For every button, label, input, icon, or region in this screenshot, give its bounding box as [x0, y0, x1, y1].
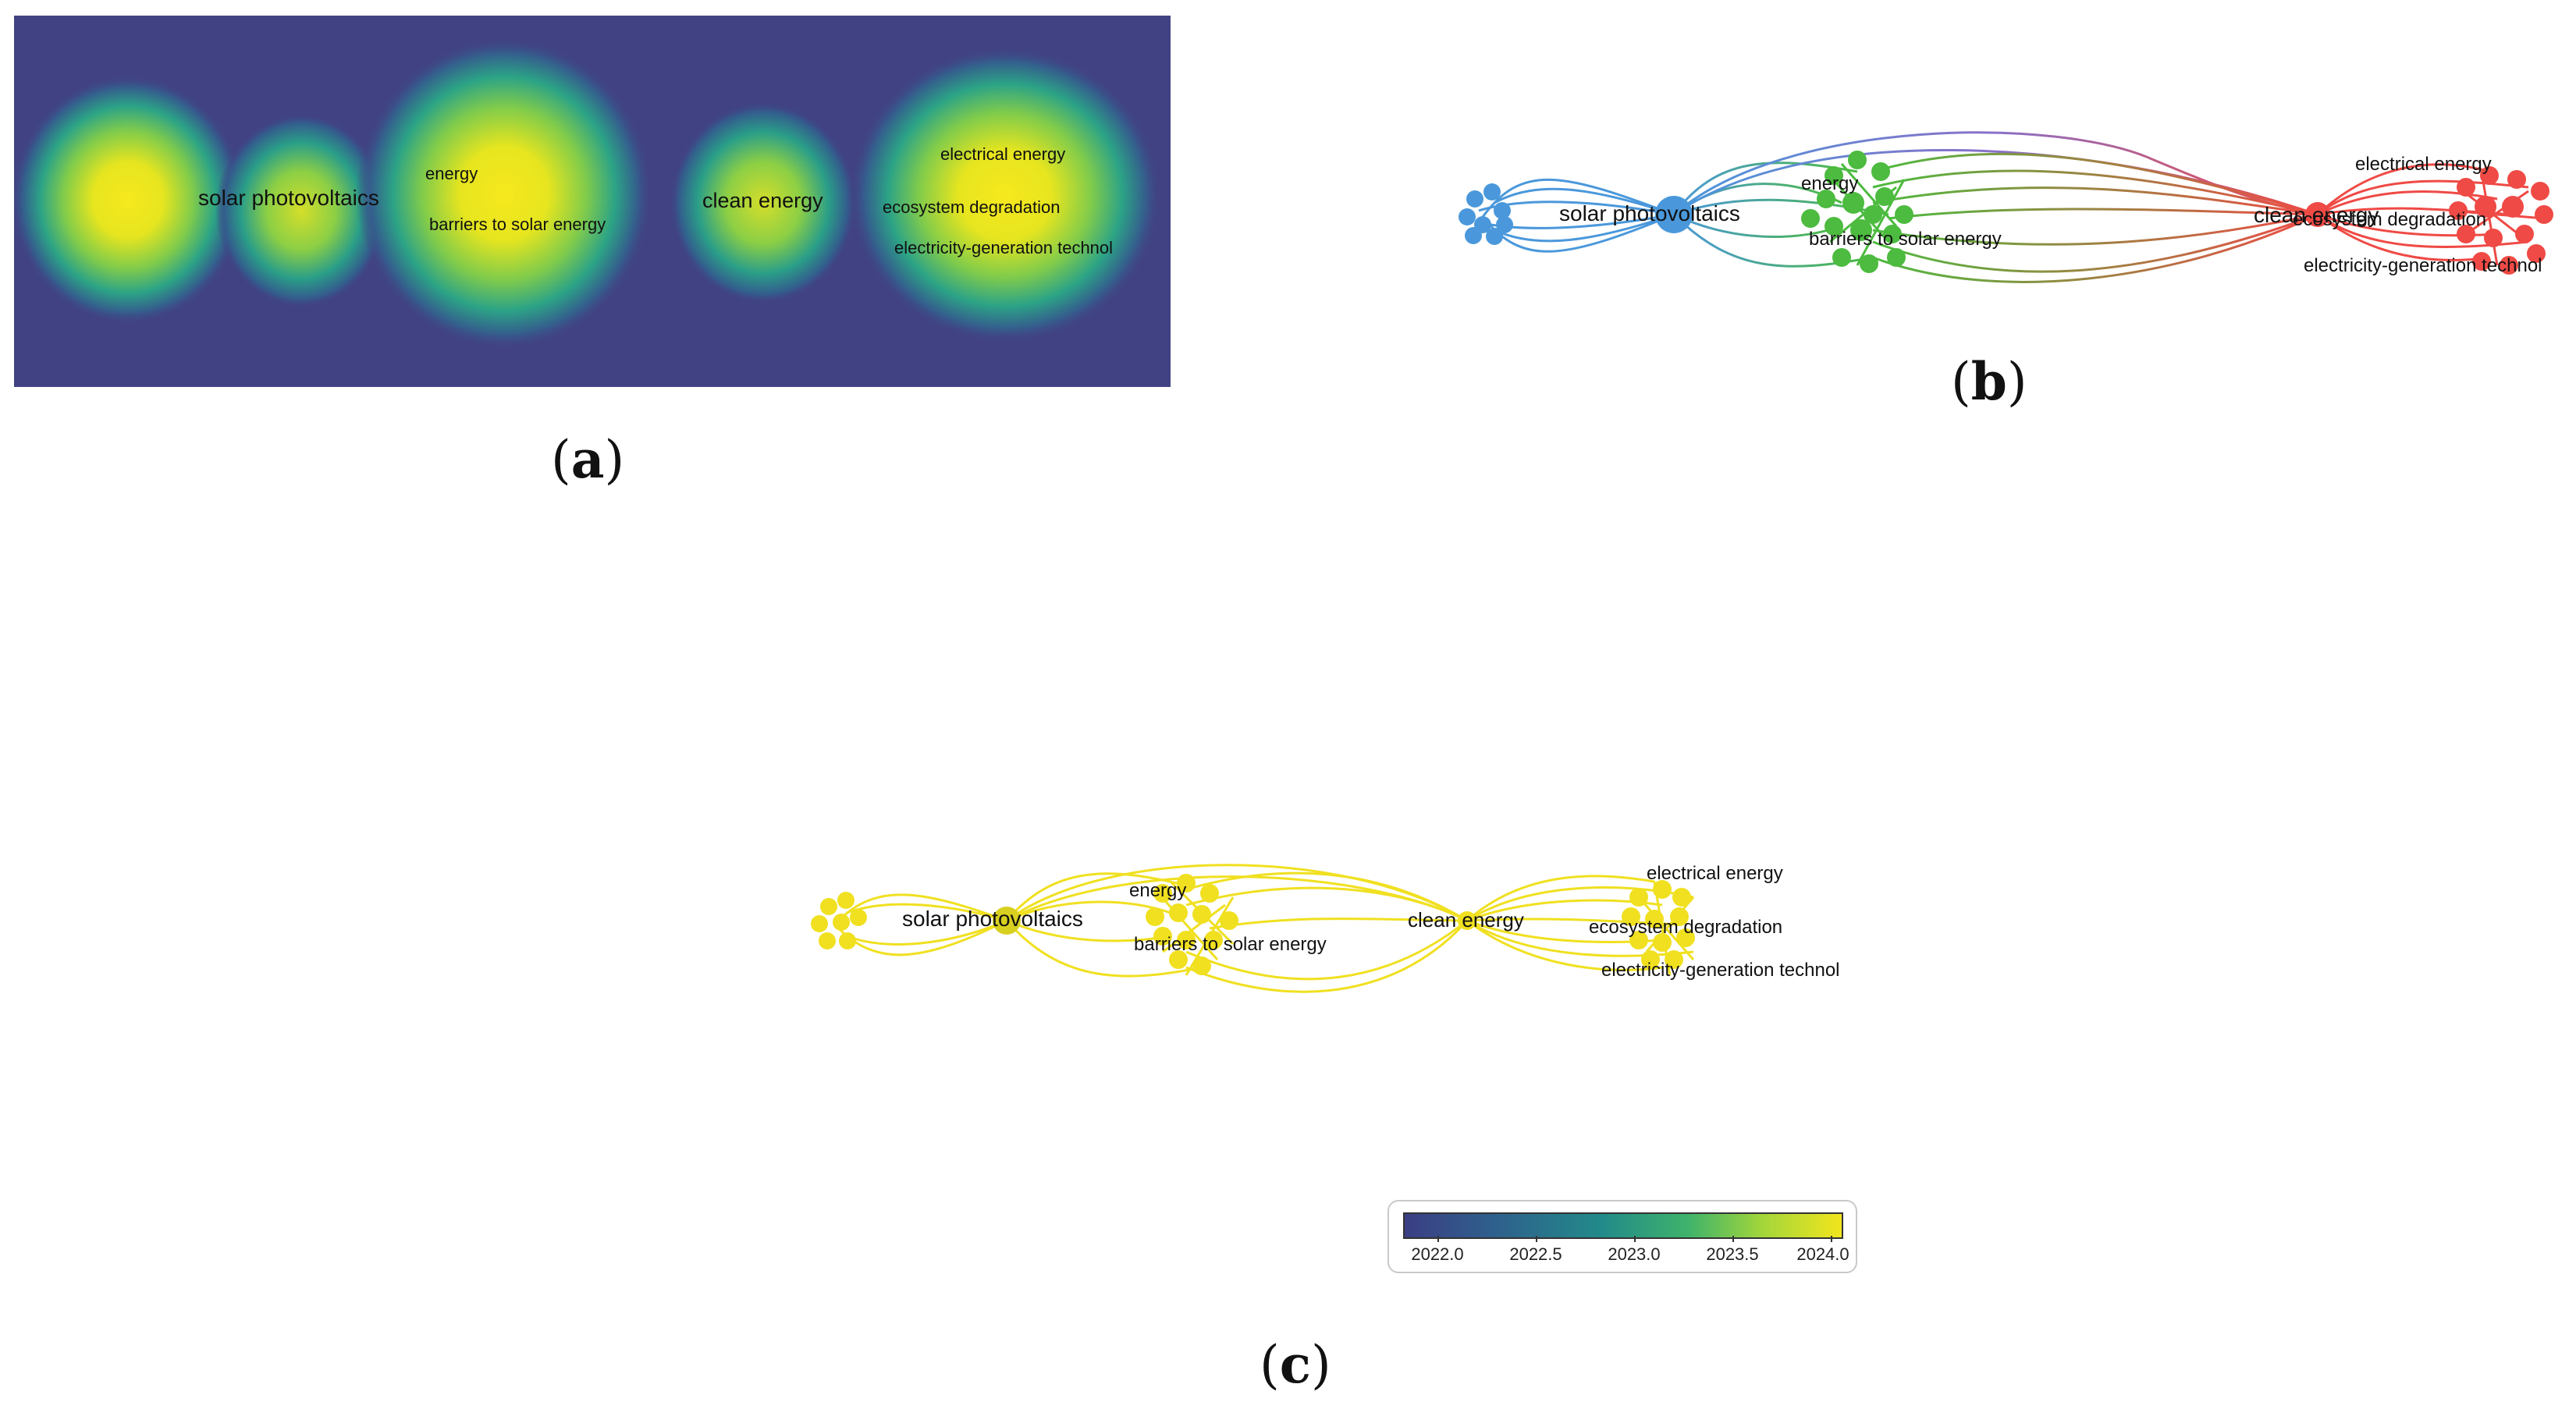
legend-tick — [1634, 1236, 1636, 1242]
legend-tick — [1732, 1236, 1734, 1242]
legend-tick — [1536, 1236, 1537, 1242]
label-barriers-to-solar-energy: barriers to solar energy — [429, 215, 606, 235]
label-solar-photovoltaics: solar photovoltaics — [1559, 201, 1740, 226]
panel-b-network: solar photovoltaics energy barriers to s… — [1436, 125, 2575, 296]
color-scale-legend: 2022.0 2022.5 2023.0 2023.5 2024.0 — [1387, 1200, 1857, 1273]
panel-a-density-map: solar photovoltaics energy barriers to s… — [14, 16, 1171, 387]
label-ecosystem-degradation: ecosystem degradation — [2293, 209, 2486, 231]
legend-tick-label: 2023.0 — [1608, 1244, 1660, 1265]
legend-tick-label: 2022.0 — [1411, 1244, 1463, 1265]
label-ecosystem-degradation: ecosystem degradation — [883, 197, 1060, 218]
panel-c-overlay-network: solar photovoltaics energy barriers to s… — [796, 850, 1888, 1014]
label-electrical-energy: electrical energy — [1647, 863, 1783, 885]
label-ecosystem-degradation: ecosystem degradation — [1589, 917, 1782, 939]
density-blob — [849, 47, 1161, 343]
density-blob — [356, 37, 652, 350]
label-solar-photovoltaics: solar photovoltaics — [198, 186, 379, 211]
label-barriers-to-solar-energy: barriers to solar energy — [1809, 229, 2002, 250]
legend-tick-label: 2022.5 — [1509, 1244, 1562, 1265]
caption-a: (a) — [551, 429, 624, 490]
caption-c: (c) — [1260, 1334, 1331, 1395]
color-scale-bar — [1403, 1212, 1843, 1239]
label-electricity-generation-technol: electricity-generation technol — [894, 238, 1113, 258]
label-clean-energy: clean energy — [1408, 908, 1524, 932]
label-clean-energy: clean energy — [702, 189, 823, 213]
legend-tick — [1437, 1236, 1439, 1242]
label-energy: energy — [1801, 173, 1858, 195]
label-electricity-generation-technol: electricity-generation technol — [2304, 255, 2542, 277]
label-electricity-generation-technol: electricity-generation technol — [1601, 960, 1840, 981]
label-energy: energy — [1129, 880, 1186, 902]
caption-b: (b) — [1951, 351, 2027, 412]
label-energy: energy — [425, 164, 478, 184]
legend-tick-label: 2023.5 — [1706, 1244, 1758, 1265]
legend-tick-label: 2024.0 — [1796, 1244, 1849, 1265]
legend-tick — [1831, 1236, 1832, 1242]
label-electrical-energy: electrical energy — [940, 144, 1065, 165]
label-solar-photovoltaics: solar photovoltaics — [902, 907, 1083, 932]
label-barriers-to-solar-energy: barriers to solar energy — [1134, 934, 1327, 956]
label-electrical-energy: electrical energy — [2355, 154, 2492, 176]
